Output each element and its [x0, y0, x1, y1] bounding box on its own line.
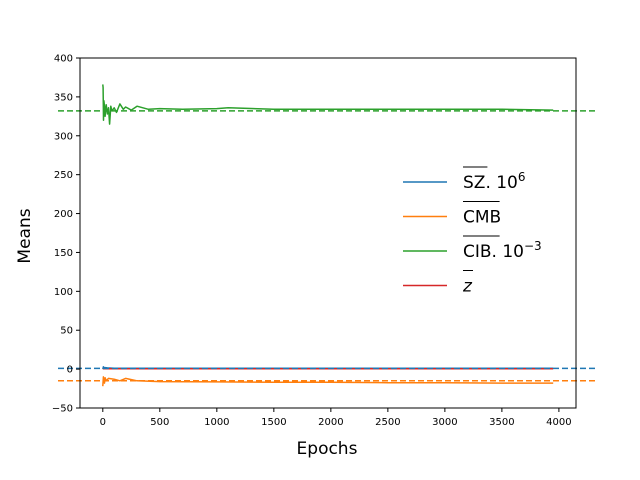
y-tick-label: 100	[54, 287, 73, 298]
x-tick-label: 500	[150, 417, 169, 428]
legend-label-3: z	[462, 277, 473, 297]
y-tick-label: 350	[54, 92, 73, 103]
x-tick-label: 2500	[375, 417, 400, 428]
x-tick-label: 1000	[204, 417, 229, 428]
series-line-2	[102, 84, 554, 125]
x-axis-title: Epochs	[297, 439, 358, 459]
reference-lines	[58, 110, 598, 382]
y-tick-label: 400	[54, 54, 73, 65]
legend-label-2: CIB. 10−3	[463, 239, 542, 262]
y-tick-label: 0	[67, 365, 73, 376]
y-axis-ticks: −50 0 50 100 150 200 250 300 350 400	[52, 54, 80, 415]
x-axis-ticks: 0 500 1000 1500 2000 2500 3000 3500 4000	[100, 408, 572, 428]
y-tick-label: 250	[54, 170, 73, 181]
y-tick-label: 150	[54, 248, 73, 259]
plot-frame	[79, 57, 577, 409]
y-axis-title: Means	[15, 208, 35, 263]
x-tick-label: 2000	[318, 417, 343, 428]
legend-label-0: SZ. 106	[463, 170, 526, 193]
x-tick-label: 4000	[546, 417, 571, 428]
x-tick-label: 3500	[489, 417, 514, 428]
y-tick-label: 50	[60, 326, 73, 337]
y-tick-label: 200	[54, 209, 73, 220]
x-tick-label: 1500	[261, 417, 286, 428]
legend: SZ. 106 CMB CIB. 10−3 z	[403, 166, 542, 297]
plot-background	[80, 58, 576, 408]
legend-label-1: CMB	[463, 208, 501, 228]
series-line-1	[102, 376, 554, 387]
y-tick-label: −50	[52, 404, 73, 415]
y-tick-label: 300	[54, 131, 73, 142]
x-tick-label: 3000	[432, 417, 457, 428]
x-tick-label: 0	[100, 417, 106, 428]
